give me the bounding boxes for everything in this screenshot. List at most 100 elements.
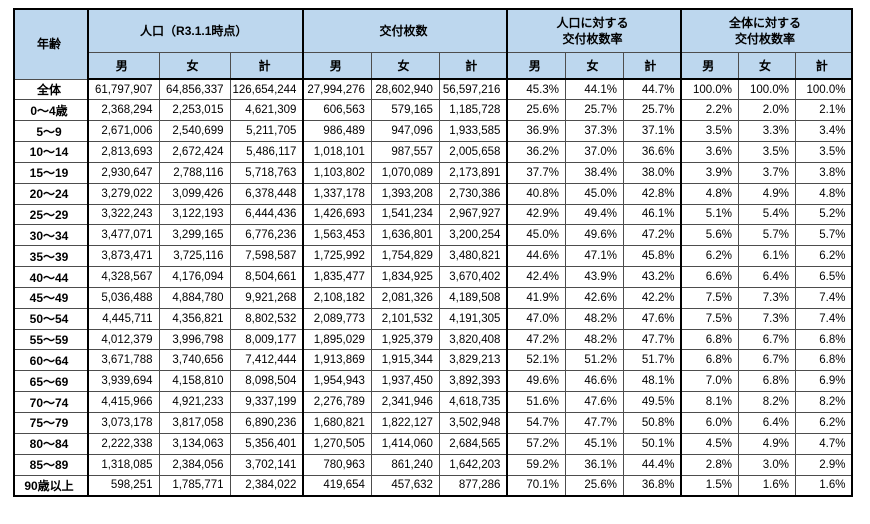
value-cell: 56,597,216 [438,78,509,101]
value-cell: 598,251 [87,474,160,497]
value-cell: 1,018,101 [302,141,372,163]
value-cell: 6.4% [737,412,796,434]
value-cell: 2,089,773 [302,307,372,330]
value-cell: 987,557 [370,141,440,163]
value-cell: 2,671,006 [87,120,160,143]
value-cell: 2.0% [737,99,796,122]
value-cell: 3.7% [737,161,796,184]
value-cell: 6.4% [737,266,796,288]
value-cell: 606,563 [302,99,372,122]
value-cell: 25.6% [564,474,624,497]
value-cell: 7,412,444 [229,349,305,372]
value-cell: 1,563,453 [302,224,372,247]
value-cell: 37.1% [622,120,683,143]
value-cell: 1,954,943 [302,370,372,393]
age-label-cell: 60～64 [13,349,89,372]
age-label-cell: 10～14 [13,141,89,163]
value-cell: 36.1% [564,453,624,476]
subheader-total: 計 [229,52,305,80]
value-cell: 3,477,071 [87,224,160,247]
value-cell: 1,636,801 [370,224,440,247]
age-label-cell: 0～4歳 [13,99,89,122]
header-group-rate-vs-total-line1: 全体に対する [728,15,801,30]
value-cell: 46.6% [564,370,624,393]
value-cell: 3,480,821 [438,245,509,268]
value-cell: 4,415,966 [87,391,160,413]
value-cell: 1,895,029 [302,328,372,351]
value-cell: 3,322,243 [87,203,160,226]
value-cell: 2,341,946 [370,391,440,413]
value-cell: 1,925,379 [370,328,440,351]
value-cell: 51.6% [506,391,566,413]
value-cell: 57.2% [506,432,566,455]
value-cell: 1,915,344 [370,349,440,372]
value-cell: 4,189,508 [438,286,509,309]
value-cell: 43.9% [564,266,624,288]
value-cell: 877,286 [438,474,509,497]
value-cell: 3.6% [680,141,739,163]
value-cell: 42.9% [506,203,566,226]
header-group-rate-vs-total-line2: 交付枚数率 [734,32,795,46]
value-cell: 42.2% [622,286,683,309]
value-cell: 7.4% [794,307,853,330]
value-cell: 59.2% [506,453,566,476]
value-cell: 2,101,532 [370,307,440,330]
subheader-male: 男 [506,52,566,80]
value-cell: 1,103,802 [302,161,372,184]
value-cell: 3.5% [794,141,853,163]
table-row: 30～34 3,477,071 3,299,165 6,776,236 1,563,45… [13,224,853,247]
value-cell: 45.3% [506,78,566,101]
value-cell: 37.0% [564,141,624,163]
table-row: 20～24 3,279,022 3,099,426 6,378,448 1,337,17… [13,182,853,205]
value-cell: 4.9% [737,182,796,205]
value-cell: 47.7% [622,328,683,351]
population-card-issuance-table: 年齢 人口（R3.1.1時点） 交付枚数 人口に対する 交付枚数率 全体に対する… [13,8,854,497]
value-cell: 6.8% [680,328,739,351]
value-cell: 3,502,948 [438,412,509,434]
value-cell: 4.8% [794,182,853,205]
value-cell: 47.6% [564,391,624,413]
value-cell: 1.6% [737,474,796,497]
value-cell: 48.2% [564,328,624,351]
header-sub-row: 男 女 計 男 女 計 男 女 計 男 女 計 [14,52,853,80]
value-cell: 49.4% [564,203,624,226]
subheader-male: 男 [302,52,372,80]
value-cell: 3,892,393 [438,370,509,393]
table-row: 55～59 4,012,379 3,996,798 8,009,177 1,895,02… [13,328,853,351]
value-cell: 50.1% [622,432,683,455]
value-cell: 3,099,426 [158,182,231,205]
value-cell: 4.7% [794,432,853,455]
value-cell: 4,445,711 [87,307,160,330]
value-cell: 6.8% [794,349,853,372]
age-label-cell: 85～89 [13,453,89,476]
value-cell: 1,834,925 [370,266,440,288]
value-cell: 42.6% [564,286,624,309]
value-cell: 6.6% [680,266,739,288]
value-cell: 25.7% [622,99,683,122]
value-cell: 2.2% [680,99,739,122]
value-cell: 7.4% [794,286,853,309]
value-cell: 5,211,705 [229,120,305,143]
table-row: 80～84 2,222,338 3,134,063 5,356,401 1,270,50… [13,432,853,455]
subheader-female: 女 [370,52,440,80]
value-cell: 2,930,647 [87,161,160,184]
value-cell: 1,270,505 [302,432,372,455]
table-row: 10～14 2,813,693 2,672,424 5,486,117 1,018,10… [13,141,853,163]
value-cell: 3.8% [794,161,853,184]
age-label-cell: 30～34 [13,224,89,247]
value-cell: 51.7% [622,349,683,372]
subheader-female: 女 [158,52,231,80]
value-cell: 7.5% [680,307,739,330]
value-cell: 6.7% [737,328,796,351]
table-row: 5～9 2,671,006 2,540,699 5,211,705 986,489 947… [13,120,853,143]
value-cell: 4.8% [680,182,739,205]
value-cell: 1,913,869 [302,349,372,372]
table-row: 50～54 4,445,711 4,356,821 8,802,532 2,089,77… [13,307,853,330]
value-cell: 9,921,268 [229,286,305,309]
value-cell: 3,200,254 [438,224,509,247]
age-label-cell: 80～84 [13,432,89,455]
value-cell: 36.8% [622,474,683,497]
value-cell: 1,393,208 [370,182,440,205]
value-cell: 5,356,401 [229,432,305,455]
